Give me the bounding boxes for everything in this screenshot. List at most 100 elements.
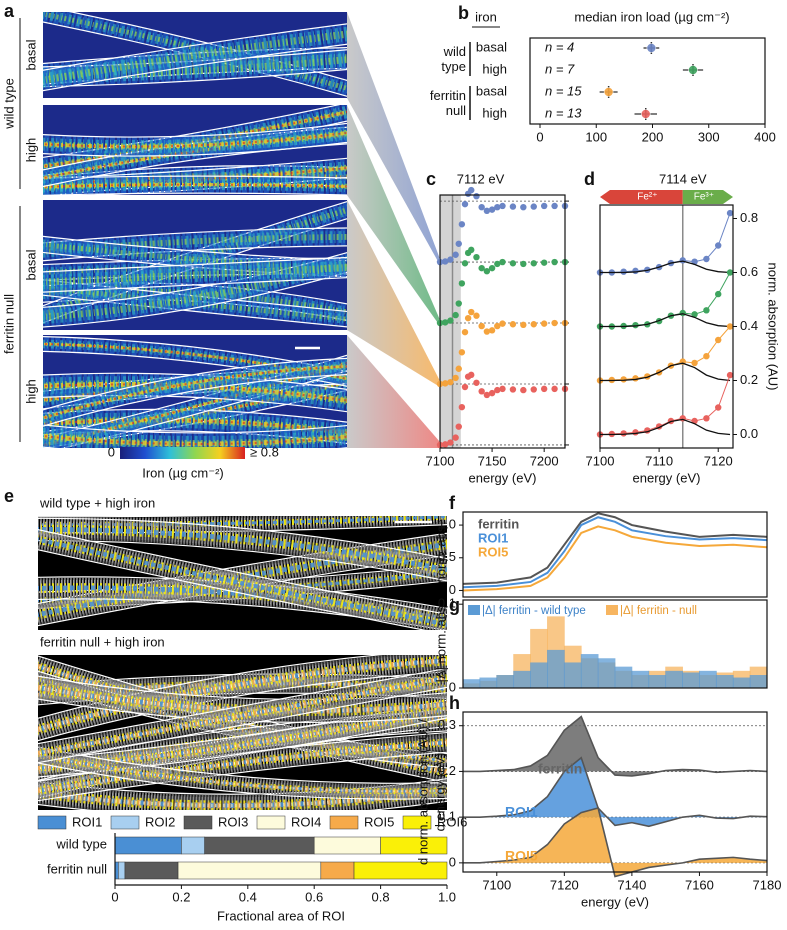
plot-frame — [462, 599, 768, 689]
histogram-bar — [631, 670, 650, 689]
image-texture — [43, 165, 347, 190]
annotation: 7114 eV — [659, 171, 707, 186]
data-point — [509, 321, 517, 328]
image-texture — [43, 131, 347, 148]
arrow — [682, 190, 733, 204]
median-dot — [603, 87, 614, 97]
data-point — [483, 207, 491, 215]
cell-outline — [43, 277, 347, 293]
histogram-bar — [749, 675, 768, 689]
x-tick-label: 0.6 — [305, 889, 323, 904]
data-point — [455, 240, 462, 247]
legend-swatch — [329, 815, 359, 830]
y-axis-label: d norm. absorption (AU) / — [415, 719, 430, 865]
histogram-bar — [597, 658, 616, 689]
data-point — [494, 386, 501, 394]
legend-swatch — [183, 815, 213, 830]
histogram-bar — [462, 679, 481, 689]
data-point — [488, 389, 496, 397]
histogram-bar — [614, 666, 633, 689]
data-point — [494, 322, 501, 330]
image-texture — [43, 264, 347, 286]
data-point — [452, 374, 459, 382]
x-axis-label: energy (eV) — [581, 894, 649, 909]
series-label: ROI1 — [505, 804, 538, 820]
data-point — [494, 203, 501, 211]
image-texture — [38, 740, 447, 793]
data-point — [473, 253, 480, 261]
panel-letter: h — [449, 693, 460, 713]
data-point — [458, 349, 466, 356]
plot-frame — [462, 511, 768, 598]
legend-label: ROI4 — [291, 814, 321, 829]
legend-label: ROI3 — [218, 814, 248, 829]
data-point — [483, 268, 491, 275]
series-label: ROI5 — [478, 544, 508, 559]
cell-outline — [68, 12, 347, 81]
image-texture — [43, 361, 347, 447]
data-point — [632, 267, 639, 275]
cell-outline — [38, 598, 447, 630]
data-point — [703, 353, 710, 360]
x-tick-label: 7180 — [753, 877, 782, 892]
x-tick-label: 7110 — [645, 453, 673, 468]
cell-outline — [38, 549, 427, 630]
data-point — [520, 321, 527, 329]
data-point — [488, 206, 496, 213]
data-point — [499, 202, 506, 210]
x-tick-label: 0.4 — [239, 889, 257, 904]
image-texture — [38, 675, 447, 756]
image-title: ferritin null + high iron — [40, 634, 165, 649]
area — [463, 757, 767, 827]
data-point — [632, 429, 639, 436]
image-texture — [43, 255, 347, 325]
y-tick-label: 0 — [449, 582, 456, 597]
data-point — [540, 320, 548, 327]
x-tick-label: 7120 — [704, 453, 733, 468]
legend-label: |Δ| ferritin - wild type — [482, 605, 586, 617]
y-tick-label: 1.0 — [438, 517, 456, 532]
cell-outline — [38, 528, 447, 616]
connector — [347, 12, 440, 266]
legend-label: ROI5 — [364, 814, 394, 829]
data-point — [452, 434, 459, 441]
data-point — [679, 257, 686, 264]
panel-letter: c — [426, 169, 436, 189]
image-title: wild type + high iron — [39, 495, 155, 510]
image-texture — [38, 754, 447, 793]
legend-swatch — [606, 605, 618, 615]
colorbar-tick-label: ≥ 0.8 — [250, 444, 279, 459]
y-tick-label: 0 — [449, 679, 456, 694]
x-tick-label: 7200 — [530, 453, 559, 468]
data-point — [478, 264, 485, 272]
cell-outline — [43, 424, 347, 434]
data-point — [726, 269, 734, 276]
bar-segment — [118, 861, 126, 880]
data-point — [520, 386, 527, 394]
data-point — [551, 385, 558, 393]
bar-segment — [124, 861, 179, 880]
row-label: basal — [23, 39, 38, 70]
data-point — [442, 380, 449, 387]
bar-segment — [181, 836, 205, 855]
cell-outline — [43, 122, 347, 138]
x-tick-label: 300 — [698, 129, 720, 144]
image-texture — [38, 541, 447, 618]
x-tick-label: 0 — [111, 889, 118, 904]
y-tick-label: 0 — [449, 854, 456, 869]
data-point — [473, 312, 480, 319]
x-tick-label: 7140 — [617, 877, 646, 892]
panel-letter: d — [584, 169, 595, 189]
image — [43, 105, 347, 195]
line — [463, 715, 768, 777]
colorbar-tick-label: 0 — [108, 444, 115, 459]
image — [38, 516, 447, 630]
group-label: wild type — [441, 44, 466, 74]
legend-label: |Δ| ferritin - null — [620, 605, 697, 617]
data-point — [715, 290, 722, 298]
image-texture — [43, 433, 347, 447]
x-tick-label: 7100 — [482, 877, 511, 892]
fit-line — [600, 418, 731, 436]
data-point — [442, 441, 449, 448]
